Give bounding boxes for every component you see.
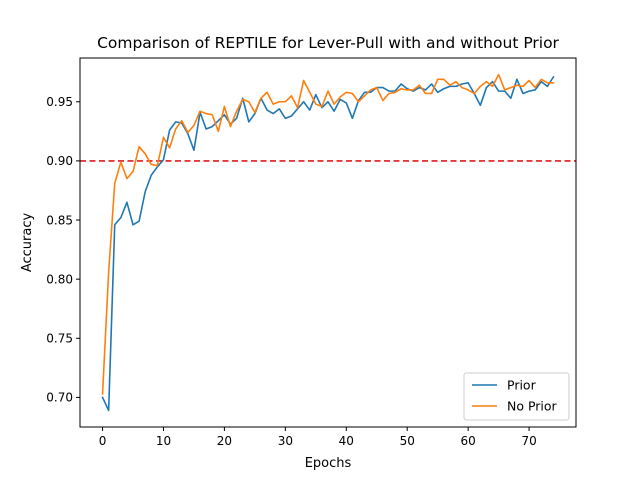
y-tick-label: 0.70	[46, 391, 73, 405]
x-tick-label: 30	[278, 434, 293, 448]
series-line-prior	[101, 75, 555, 412]
plot-frame	[79, 57, 577, 428]
legend-label: No Prior	[507, 399, 558, 414]
y-tick-label: 0.90	[46, 154, 73, 168]
legend-label: Prior	[507, 378, 537, 393]
legend: Prior No Prior	[463, 372, 570, 421]
x-tick-label: 0	[99, 434, 107, 448]
x-tick-label: 60	[461, 434, 476, 448]
series-layer	[101, 73, 555, 412]
axis-ticks: 0 10 20 30 40 50 60 70 0.70 0.75 0.80 0.85 0.90 0.95	[46, 95, 536, 448]
series-line-no-prior	[101, 73, 555, 395]
chart-title: Comparison of REPTILE for Lever-Pull wit…	[97, 34, 559, 52]
x-tick-label: 40	[339, 434, 354, 448]
x-axis-label: Epochs	[305, 456, 352, 471]
x-tick-label: 20	[217, 434, 232, 448]
y-axis-label: Accuracy	[20, 213, 35, 273]
x-tick-label: 50	[400, 434, 415, 448]
y-tick-label: 0.75	[46, 332, 73, 346]
x-tick-label: 10	[156, 434, 171, 448]
y-tick-label: 0.85	[46, 213, 73, 227]
y-tick-label: 0.80	[46, 272, 73, 286]
x-tick-label: 70	[521, 434, 536, 448]
y-tick-label: 0.95	[46, 95, 73, 109]
